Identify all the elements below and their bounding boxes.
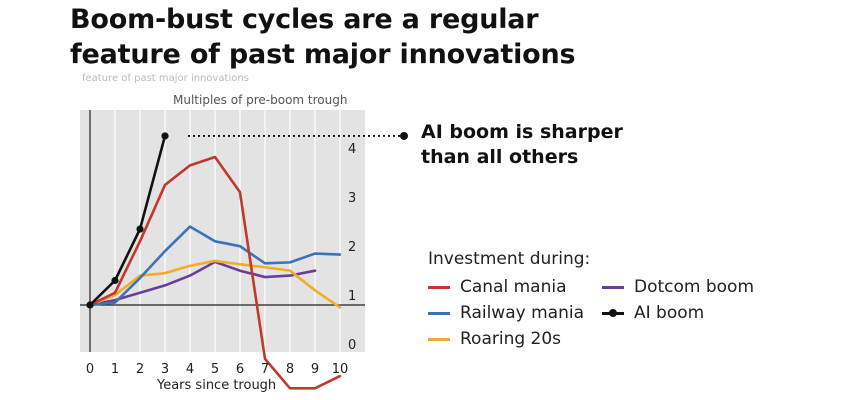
series-line-railway-mania: [88, 225, 342, 307]
x-tick-label: 9: [311, 362, 319, 377]
legend-item-railway-mania: Railway mania: [428, 302, 584, 324]
grid-lines: [114, 110, 341, 352]
legend-swatch-railway-mania: [428, 311, 450, 315]
title-line-2: feature of past major innovations: [70, 39, 576, 70]
series-line-ai-boom: [88, 134, 167, 307]
data-point-ai-boom: [136, 225, 144, 233]
legend-label-dotcom-boom: Dotcom boom: [634, 277, 755, 297]
data-point-ai-boom: [111, 276, 119, 285]
legend-label-canal-mania: Canal mania: [460, 277, 567, 297]
legend-label-railway-mania: Railway mania: [460, 303, 584, 323]
legend-label-roaring-20s: Roaring 20s: [460, 329, 562, 349]
x-tick-label: 4: [186, 362, 194, 377]
legend-swatch-ai-boom: [602, 308, 624, 317]
legend-swatch-roaring-20s: [428, 337, 450, 341]
x-tick-label: 3: [161, 362, 169, 377]
faded-subtitle: feature of past major innovations: [82, 73, 249, 84]
legend-item-dotcom-boom: Dotcom boom: [602, 276, 754, 298]
legend-item-ai-boom: AI boom: [602, 302, 704, 324]
tick-labels: 0 1 2 3 4 5 6 7 8 9 10 0 1 2 3 4: [86, 142, 356, 377]
series-line-roaring-20s: [88, 259, 342, 309]
y-tick-label: 2: [348, 240, 356, 255]
legend-title: Investment during:: [428, 249, 591, 269]
annotation-dot: [400, 131, 408, 140]
x-tick-label: 1: [111, 362, 119, 377]
legend-item-canal-mania: Canal mania: [428, 276, 567, 298]
y-tick-label: 1: [348, 289, 356, 304]
legend-label-ai-boom: AI boom: [634, 303, 705, 323]
x-tick-label: 5: [211, 362, 219, 377]
title-line-1: Boom-bust cycles are a regular: [70, 4, 539, 35]
y-tick-label: 4: [348, 142, 356, 157]
axes: [80, 110, 365, 352]
x-axis-label: Years since trough: [157, 378, 277, 393]
plot-background: [80, 110, 365, 352]
y-tick-label: 3: [348, 191, 356, 206]
y-tick-label: 0: [348, 338, 356, 353]
y-axis-label: Multiples of pre-boom trough: [173, 93, 348, 107]
legend-item-roaring-20s: Roaring 20s: [428, 328, 561, 350]
legend-swatch-dotcom-boom: [602, 285, 624, 289]
annotation-line-1: AI boom is sharper: [421, 121, 623, 143]
data-point-ai-boom: [86, 301, 94, 309]
series-line-canal-mania: [88, 155, 342, 390]
series-line-dotcom-boom: [88, 260, 317, 307]
x-tick-label: 7: [261, 362, 269, 377]
x-tick-label: 0: [86, 362, 94, 377]
chart-title: Boom-bust cycles are a regular feature o…: [70, 2, 576, 72]
x-tick-label: 10: [332, 362, 349, 377]
series-lines: [86, 132, 342, 390]
x-tick-label: 8: [286, 362, 294, 377]
legend-swatch-canal-mania: [428, 285, 450, 289]
annotation-line-2: than all others: [421, 146, 579, 168]
data-point-ai-boom: [161, 132, 169, 140]
x-tick-label: 2: [136, 362, 144, 377]
x-tick-label: 6: [236, 362, 244, 377]
annotation-text: AI boom is sharper than all others: [421, 120, 623, 170]
